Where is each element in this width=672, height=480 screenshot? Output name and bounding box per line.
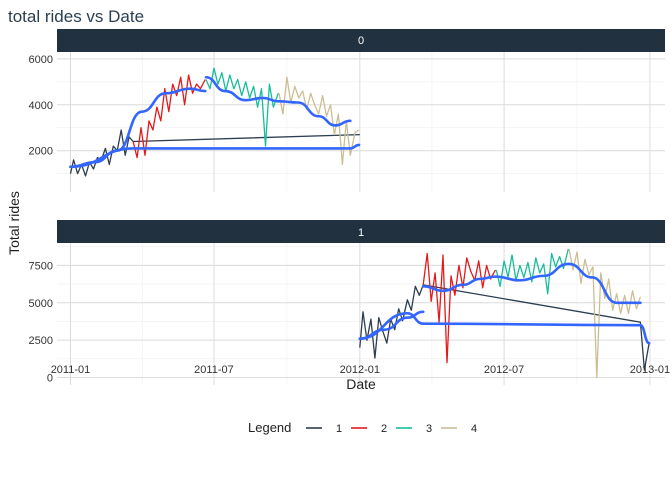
y-tick-label: 7500 <box>29 260 53 272</box>
trend-line-4 <box>358 311 651 345</box>
legend-label-3: 3 <box>426 423 432 435</box>
series-2-line <box>422 252 496 364</box>
legend-label-2: 2 <box>381 423 387 435</box>
y-tick-label: 5000 <box>29 298 53 310</box>
panel-1-strip <box>57 220 665 243</box>
trend-line-2 <box>277 100 352 127</box>
legend-label-4: 4 <box>471 423 477 435</box>
trend-line-3 <box>69 143 361 169</box>
y-tick-label: 6000 <box>29 54 53 66</box>
x-tick-labels: 2011-01 2011-07 2012-01 2012-07 2013-01 <box>51 364 670 376</box>
y-tick-label: 4000 <box>29 100 53 112</box>
series-2-line <box>132 74 206 159</box>
y-tick-label: 0 <box>47 373 53 385</box>
trend-line-1 <box>204 75 280 103</box>
x-tick-label: 2012-07 <box>484 364 524 376</box>
trend-line-3 <box>567 262 642 305</box>
series-3-line <box>495 248 569 295</box>
trend-line-1 <box>421 275 497 293</box>
x-tick-label: 2011-01 <box>51 364 91 376</box>
y-tick-label: 2500 <box>29 335 53 347</box>
x-tick-label: 2011-07 <box>194 364 234 376</box>
series-1-line <box>69 129 360 177</box>
legend-label-1: 1 <box>336 423 342 435</box>
x-tick-label: 2012-01 <box>340 364 380 376</box>
panel-1-y-tick-labels: 0 2500 5000 7500 <box>29 260 53 384</box>
trend-line-2 <box>494 262 570 282</box>
series-4-line <box>568 248 642 379</box>
legend-title: Legend <box>248 420 291 435</box>
panel-1-trend-lines <box>358 262 651 345</box>
x-axis-title: Date <box>346 376 376 392</box>
series-4-line <box>278 76 360 166</box>
panel-1: 1 0 2500 5000 7500 <box>29 220 665 385</box>
panel-0-strip-label: 0 <box>358 35 364 47</box>
trend-line-0 <box>358 310 425 340</box>
panel-0: 0 2000 4000 6000 <box>29 29 665 192</box>
series-3-line <box>205 67 279 147</box>
panel-0-gridlines <box>57 52 665 192</box>
panel-0-trend-lines <box>69 75 361 169</box>
panel-0-strip <box>57 29 665 52</box>
legend: Legend 1 2 3 4 <box>248 420 477 435</box>
legend-items: 1 2 3 4 <box>306 423 477 435</box>
chart-title: total rides vs Date <box>8 7 144 26</box>
panel-0-y-tick-labels: 2000 4000 6000 <box>29 54 53 158</box>
y-tick-label: 2000 <box>29 146 53 158</box>
panel-1-strip-label: 1 <box>358 227 364 239</box>
x-tick-label: 2013-01 <box>630 364 670 376</box>
y-axis-title: Total rides <box>6 191 22 255</box>
